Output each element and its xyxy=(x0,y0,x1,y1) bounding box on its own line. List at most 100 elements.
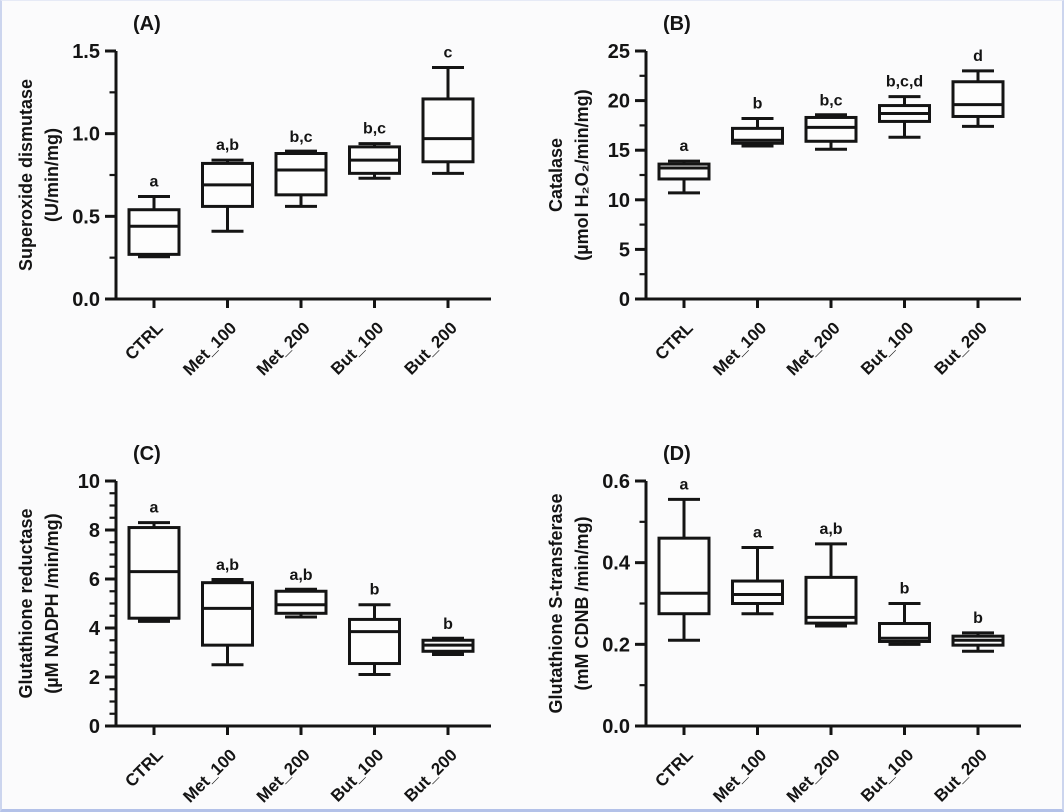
x-category-label: But_200 xyxy=(931,318,991,378)
significance-letter: d xyxy=(973,48,983,65)
significance-letter: a xyxy=(680,138,689,155)
y-tick-label: 10 xyxy=(608,190,630,212)
x-category-label: But_200 xyxy=(931,745,991,805)
box-Met_100: a xyxy=(731,525,784,616)
box-Met_100: b xyxy=(731,95,784,148)
box-But_100: b,c xyxy=(348,121,401,180)
iqr-box xyxy=(657,536,711,616)
iqr-box xyxy=(731,579,784,606)
box-Met_200: b,c xyxy=(274,129,328,208)
panel-label: (C) xyxy=(133,443,161,465)
y-axis-label: (µmol H₂O₂/min/mg) xyxy=(572,89,592,260)
box-chart-svg: (B) Catalase (µmol H₂O₂/min/mg) 0 5 10 15 20 25 C… xyxy=(546,13,1021,379)
y-tick-label: 5 xyxy=(619,239,630,261)
x-category-label: Met_100 xyxy=(709,745,770,806)
y-tick-label: 0.2 xyxy=(602,634,630,656)
box-But_100: b,c,d xyxy=(878,74,931,139)
y-tick-label: 0.6 xyxy=(602,471,630,493)
significance-letter: a xyxy=(150,500,159,517)
significance-letter: a,b xyxy=(216,557,239,574)
y-tick-label: 6 xyxy=(89,569,100,591)
panel-label: (D) xyxy=(663,443,691,465)
y-axis-label: (U/min/mg) xyxy=(42,128,62,222)
box-Met_200: a,b xyxy=(274,567,328,619)
panel-label: (A) xyxy=(133,13,161,35)
significance-letter: a,b xyxy=(289,567,312,584)
x-category-label: But_100 xyxy=(327,318,387,378)
significance-letter: a xyxy=(753,525,762,542)
box-CTRL: a xyxy=(127,173,181,259)
y-axis-label: Glutathione S-transferase xyxy=(546,493,566,713)
box-Met_200: b,c xyxy=(804,92,858,151)
iqr-box xyxy=(804,115,858,143)
y-tick-label: 0.5 xyxy=(72,206,100,228)
box-But_200: b xyxy=(421,616,475,656)
iqr-box xyxy=(201,581,254,647)
significance-letter: c xyxy=(444,45,453,62)
significance-letter: b xyxy=(973,610,983,627)
x-category-label: But_100 xyxy=(327,745,387,805)
x-category-label: But_100 xyxy=(857,745,917,805)
box-chart-svg: (C) Glutathione reductase (µM NADPH /min/m… xyxy=(16,443,491,806)
x-category-label: CTRL xyxy=(121,318,166,363)
y-axis-label: Superoxide dismutase xyxy=(16,79,36,271)
box-CTRL: a xyxy=(657,138,711,195)
iqr-box xyxy=(274,152,328,197)
box-Met_100: a,b xyxy=(201,137,254,233)
box-CTRL: a xyxy=(127,500,181,623)
box-chart-svg: (D) Glutathione S-transferase (mM CDNB /mi… xyxy=(546,443,1021,806)
y-tick-label: 20 xyxy=(608,91,630,113)
significance-letter: b,c xyxy=(289,129,312,146)
iqr-box xyxy=(951,80,1005,118)
x-category-label: But_200 xyxy=(401,745,461,805)
iqr-box xyxy=(421,97,475,164)
box-But_100: b xyxy=(878,581,931,646)
panel-glutathione-reductase: (C) Glutathione reductase (µM NADPH /min/m… xyxy=(2,405,532,809)
y-tick-label: 0 xyxy=(619,289,630,311)
box-But_200: b xyxy=(951,610,1005,653)
y-tick-label: 0.0 xyxy=(72,289,100,311)
panel-glutathione-s-transferase: (D) Glutathione S-transferase (mM CDNB /mi… xyxy=(532,405,1062,809)
iqr-box xyxy=(348,617,401,666)
significance-letter: a,b xyxy=(819,521,842,538)
significance-letter: b xyxy=(900,581,910,598)
box-Met_100: a,b xyxy=(201,557,254,667)
y-tick-label: 8 xyxy=(89,520,100,542)
y-tick-label: 0.0 xyxy=(602,716,630,738)
x-category-label: Met_100 xyxy=(179,318,240,379)
box-But_200: c xyxy=(421,45,475,175)
x-category-label: Met_100 xyxy=(179,745,240,806)
y-tick-label: 15 xyxy=(608,140,630,162)
x-category-label: Met_200 xyxy=(253,318,314,379)
significance-letter: b,c xyxy=(363,121,386,138)
significance-letter: b,c xyxy=(819,92,842,109)
x-category-label: CTRL xyxy=(651,745,696,790)
iqr-box xyxy=(657,162,711,181)
x-category-label: CTRL xyxy=(121,745,166,790)
significance-letter: b xyxy=(370,582,380,599)
x-category-label: Met_100 xyxy=(709,318,770,379)
significance-letter: b xyxy=(753,95,763,112)
box-Met_200: a,b xyxy=(804,521,858,628)
panel-catalase: (B) Catalase (µmol H₂O₂/min/mg) 0 5 10 15 20 25 C… xyxy=(532,1,1062,405)
y-axis-label: (µM NADPH /min/mg) xyxy=(42,513,62,693)
box-chart-svg: (A) Superoxide dismutase (U/min/mg) 0.0 0.5 1… xyxy=(16,13,491,379)
y-tick-label: 1.0 xyxy=(72,124,100,146)
x-category-label: Met_200 xyxy=(253,745,314,806)
y-tick-label: 1.5 xyxy=(72,41,100,63)
y-tick-label: 0.4 xyxy=(602,553,631,575)
x-category-label: Met_200 xyxy=(783,318,844,379)
y-axis-label: (mM CDNB /min/mg) xyxy=(572,517,592,691)
y-tick-label: 2 xyxy=(89,667,100,689)
x-category-label: Met_200 xyxy=(783,745,844,806)
x-category-label: CTRL xyxy=(651,318,696,363)
iqr-box xyxy=(127,208,181,256)
y-tick-label: 10 xyxy=(78,471,100,493)
x-category-label: But_200 xyxy=(401,318,461,378)
iqr-box xyxy=(804,575,858,625)
y-axis-label: Glutathione reductase xyxy=(16,508,36,698)
box-But_200: d xyxy=(951,48,1005,128)
y-tick-label: 0 xyxy=(89,716,100,738)
significance-letter: b xyxy=(443,616,453,633)
